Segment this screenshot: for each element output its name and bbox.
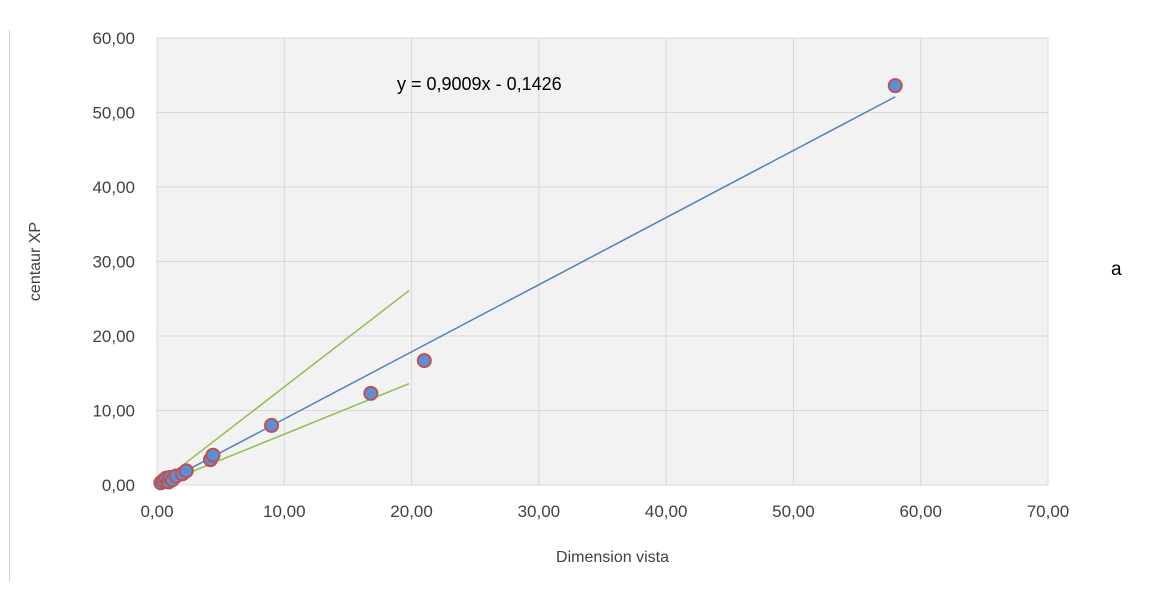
bound-line	[169, 289, 410, 476]
data-point	[887, 78, 903, 94]
x-tick-label: 60,00	[899, 502, 942, 521]
y-tick-label: 0,00	[102, 476, 135, 495]
y-tick-label: 20,00	[92, 327, 135, 346]
y-tick-label: 40,00	[92, 178, 135, 197]
plot-border	[156, 37, 1049, 486]
x-tick-label: 70,00	[1027, 502, 1070, 521]
x-tick-label: 30,00	[518, 502, 561, 521]
y-tick-label: 50,00	[92, 104, 135, 123]
x-axis-title: Dimension vista	[556, 549, 669, 566]
trendline-equation: y = 0,9009x - 0,1426	[397, 74, 562, 94]
data-point	[416, 353, 432, 369]
y-tick-label: 30,00	[92, 253, 135, 272]
x-tick-label: 40,00	[645, 502, 688, 521]
data-point	[363, 385, 379, 401]
y-tick-label: 60,00	[92, 29, 135, 48]
gridlines	[156, 37, 1049, 486]
x-tick-label: 20,00	[390, 502, 433, 521]
data-points	[153, 78, 903, 491]
data-point	[264, 417, 280, 433]
data-point	[178, 463, 194, 479]
tick-labels: 0,00 10,00 20,00 30,00 40,00 50,00 60,00 70,00 0…	[92, 29, 1069, 521]
x-tick-label: 0,00	[140, 502, 173, 521]
data-point	[205, 447, 221, 463]
y-axis-title: centaur XP	[27, 222, 44, 301]
y-tick-label: 10,00	[92, 402, 135, 421]
x-tick-label: 50,00	[772, 502, 815, 521]
trendline	[160, 96, 896, 485]
panel-letter: a	[1111, 259, 1122, 280]
x-tick-label: 10,00	[263, 502, 306, 521]
